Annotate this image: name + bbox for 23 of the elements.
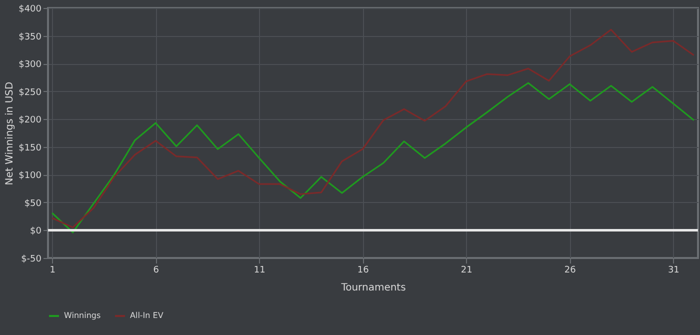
x-tick-label: 11	[254, 266, 266, 276]
x-tick-label: 1	[50, 266, 56, 276]
y-axis-title: Net Winnings in USD	[4, 82, 16, 186]
y-tick-label: $-50	[21, 254, 42, 264]
x-tick-label: 6	[153, 266, 160, 276]
y-tick-label: $0	[30, 226, 42, 237]
legend-label: Winnings	[64, 311, 101, 320]
y-tick-label: $50	[24, 198, 42, 209]
x-tick-label: 31	[668, 266, 680, 276]
legend-label: All-In EV	[130, 311, 164, 320]
x-tick-label: 26	[564, 266, 576, 276]
y-tick-label: $100	[18, 171, 42, 182]
y-tick-label: $400	[18, 4, 42, 14]
line-series	[51, 82, 695, 234]
y-tick-label: $150	[18, 143, 42, 154]
line-series	[51, 28, 695, 228]
y-tick-label: $250	[18, 88, 42, 98]
x-tick-label: 16	[357, 266, 370, 276]
x-tick-label: 21	[460, 266, 472, 276]
y-tick-label: $200	[18, 116, 42, 126]
y-tick-label: $300	[18, 60, 42, 70]
x-axis-title: Tournaments	[340, 282, 406, 294]
y-tick-label: $350	[18, 32, 42, 42]
